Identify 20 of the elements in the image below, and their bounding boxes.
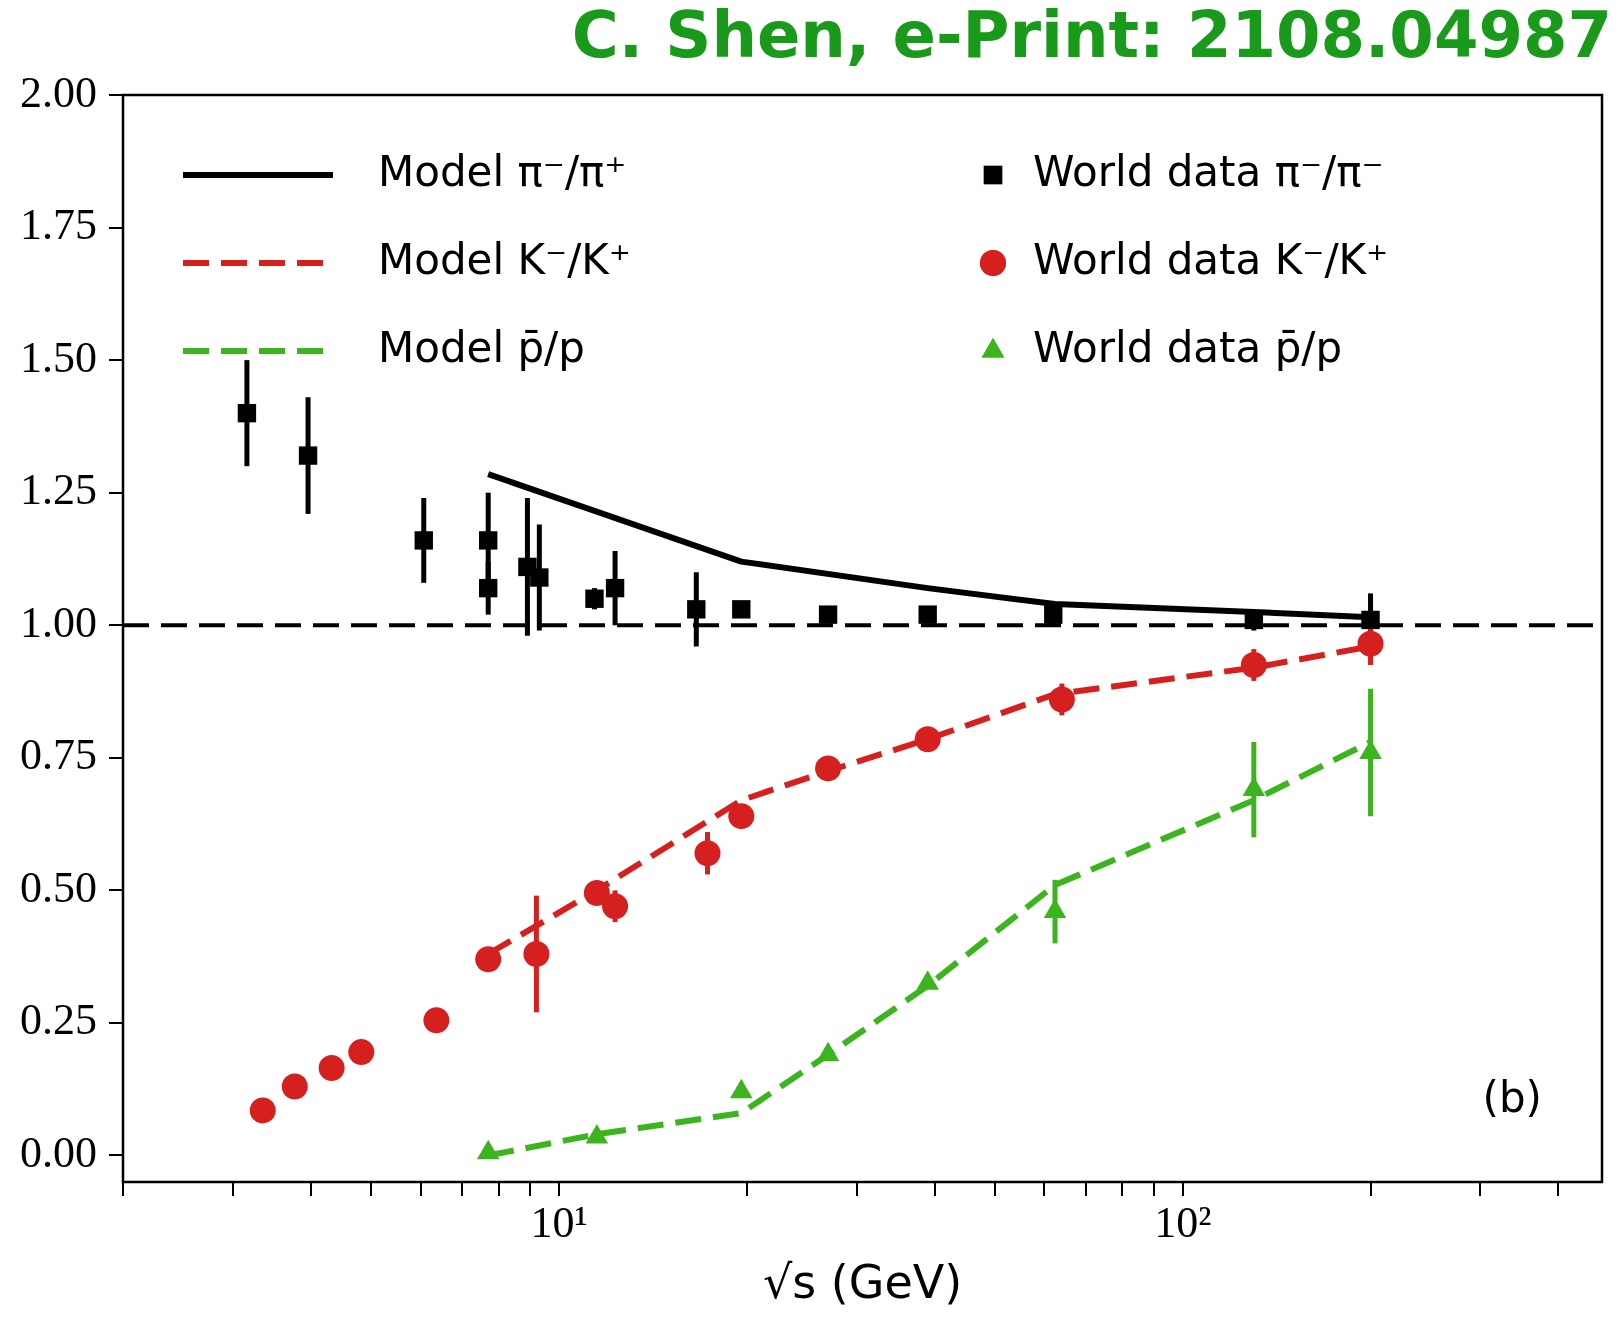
y-tick-label: 0.25: [20, 995, 97, 1045]
legend-label: Model K⁻/K⁺: [378, 234, 632, 284]
y-tick-label: 2.00: [20, 67, 97, 117]
legend-label: World data K⁻/K⁺: [1033, 234, 1389, 284]
text: C. Shen, e-Print: 2108.04987: [571, 0, 1612, 72]
annotation: (b): [1482, 1072, 1542, 1122]
y-tick-label: 0.75: [20, 730, 97, 780]
legend-label: Model p̄/p: [378, 322, 585, 372]
x-tick-label: 10¹: [530, 1197, 588, 1247]
y-tick-label: 1.50: [20, 332, 97, 382]
x-axis-title: √s (GeV): [762, 1255, 963, 1310]
x-tick-label: 10²: [1154, 1197, 1212, 1247]
y-tick-label: 0.00: [20, 1128, 97, 1178]
legend-label: World data π⁻/π⁻: [1033, 146, 1384, 196]
y-tick-label: 1.00: [20, 597, 97, 647]
legend-label: Model π⁻/π⁺: [378, 146, 627, 196]
legend-label: World data p̄/p: [1033, 322, 1343, 372]
y-tick-label: 1.25: [20, 465, 97, 515]
y-tick-label: 1.75: [20, 200, 97, 250]
y-tick-label: 0.50: [20, 862, 97, 912]
